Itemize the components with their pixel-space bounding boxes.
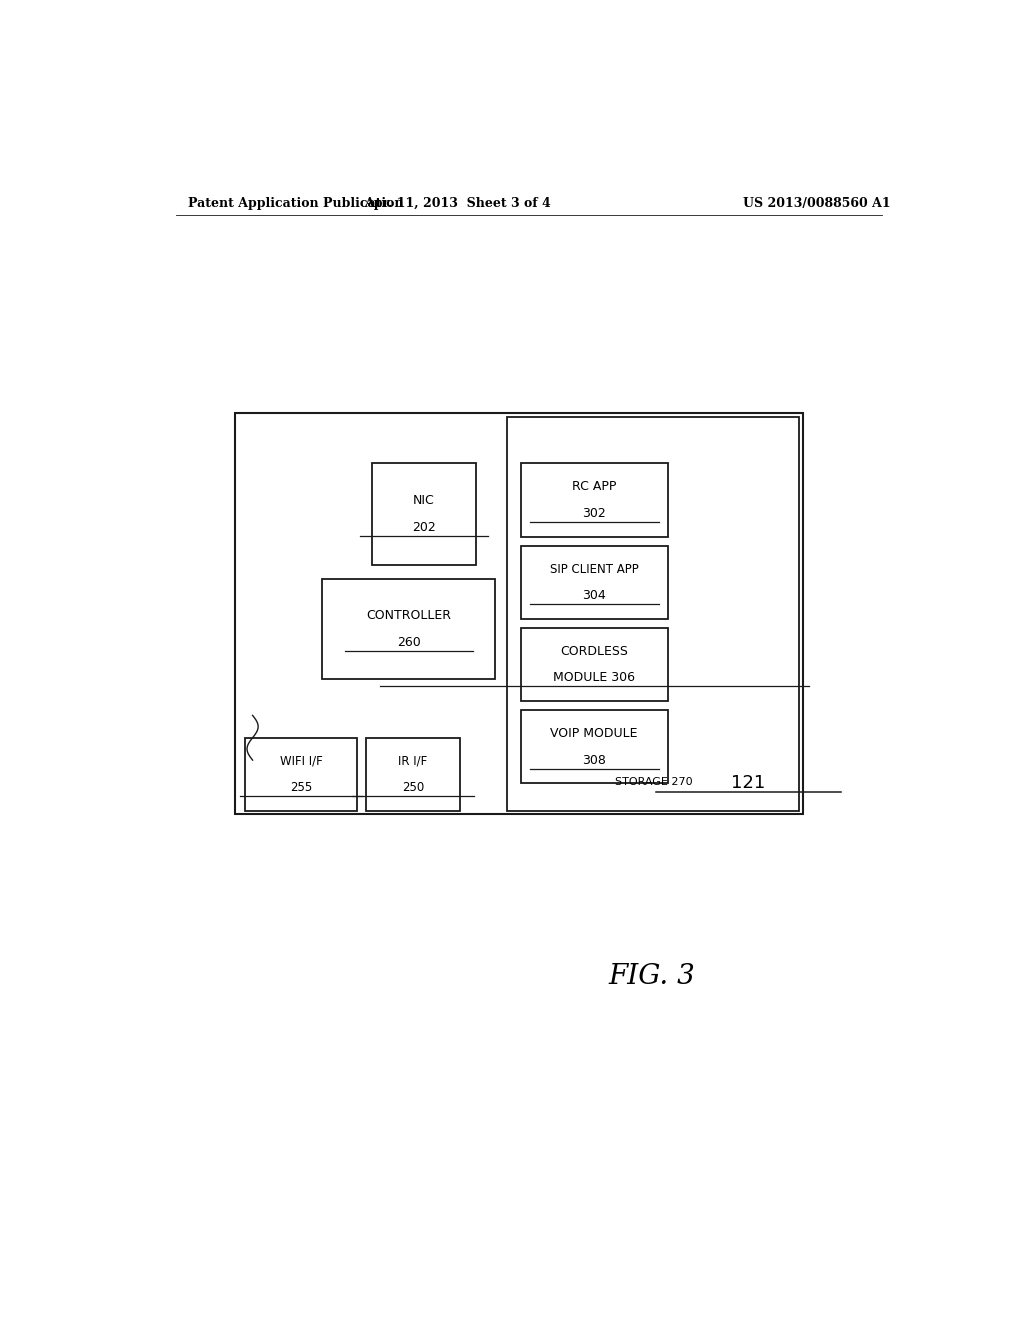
Text: CONTROLLER: CONTROLLER <box>367 610 452 622</box>
Text: FIG. 3: FIG. 3 <box>608 964 695 990</box>
Bar <box>367 738 460 810</box>
Bar <box>521 628 668 701</box>
Text: 304: 304 <box>583 589 606 602</box>
Bar <box>323 579 496 678</box>
Text: 260: 260 <box>397 636 421 648</box>
Text: 250: 250 <box>401 781 424 795</box>
Bar <box>521 463 668 536</box>
Text: MODULE 306: MODULE 306 <box>553 672 635 684</box>
Bar <box>246 738 356 810</box>
Text: 202: 202 <box>412 521 436 533</box>
Text: STORAGE 270: STORAGE 270 <box>614 777 692 788</box>
Text: 308: 308 <box>583 754 606 767</box>
Bar <box>521 710 668 784</box>
Text: 255: 255 <box>290 781 312 795</box>
Text: 121: 121 <box>731 775 766 792</box>
Text: IR I/F: IR I/F <box>398 755 428 768</box>
Text: Patent Application Publication: Patent Application Publication <box>187 197 403 210</box>
Text: US 2013/0088560 A1: US 2013/0088560 A1 <box>743 197 891 210</box>
Bar <box>521 545 668 619</box>
Text: CORDLESS: CORDLESS <box>560 645 628 657</box>
Text: WIFI I/F: WIFI I/F <box>280 755 323 768</box>
Text: SIP CLIENT APP: SIP CLIENT APP <box>550 562 639 576</box>
Text: VOIP MODULE: VOIP MODULE <box>551 727 638 741</box>
Bar <box>507 417 800 810</box>
Bar <box>373 463 475 565</box>
Text: NIC: NIC <box>413 495 435 507</box>
Text: Apr. 11, 2013  Sheet 3 of 4: Apr. 11, 2013 Sheet 3 of 4 <box>364 197 551 210</box>
Text: RC APP: RC APP <box>572 480 616 494</box>
Text: 302: 302 <box>583 507 606 520</box>
Bar <box>236 413 803 814</box>
